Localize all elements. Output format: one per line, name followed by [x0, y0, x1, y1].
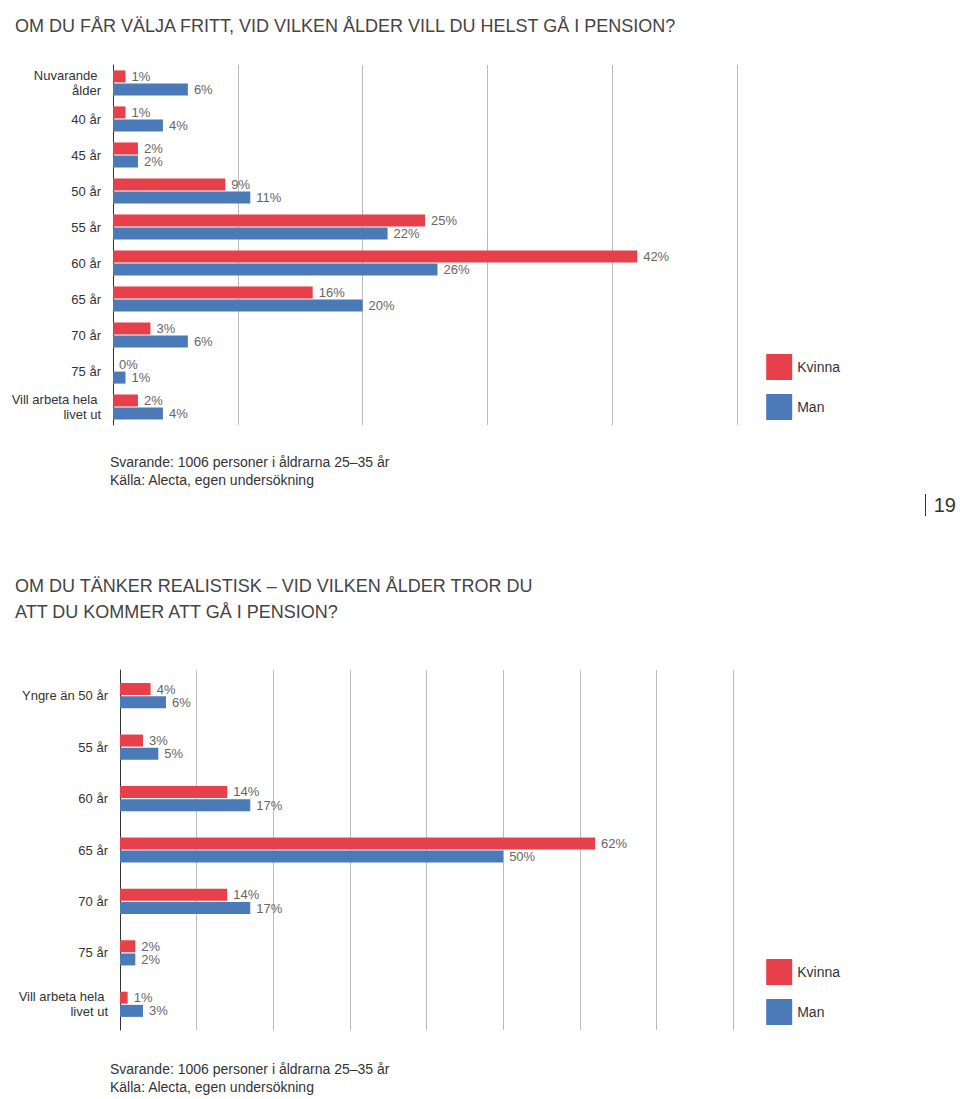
svg-text:65 år: 65 år — [71, 292, 101, 307]
svg-text:6%: 6% — [194, 82, 213, 97]
svg-text:1%: 1% — [133, 990, 153, 1006]
svg-text:75 år: 75 år — [78, 945, 108, 960]
svg-text:17%: 17% — [256, 901, 282, 916]
svg-text:Vill arbeta hela: Vill arbeta hela — [12, 392, 101, 407]
svg-text:70 år: 70 år — [78, 894, 108, 909]
svg-text:ATT DU KOMMER ATT GÅ I PENSION: ATT DU KOMMER ATT GÅ I PENSION? — [15, 602, 338, 622]
svg-text:50 år: 50 år — [71, 184, 101, 199]
svg-text:Vill arbeta hela: Vill arbeta hela — [19, 989, 108, 1004]
svg-text:3%: 3% — [149, 1003, 168, 1018]
svg-text:50%: 50% — [509, 849, 535, 864]
svg-text:17%: 17% — [256, 798, 282, 813]
svg-text:2%: 2% — [141, 952, 160, 967]
svg-text:Yngre än 50 år: Yngre än 50 år — [22, 688, 109, 703]
svg-text:2%: 2% — [141, 938, 161, 954]
svg-text:0%: 0% — [119, 356, 138, 372]
svg-text:1%: 1% — [131, 370, 150, 385]
svg-text:55 år: 55 år — [78, 740, 108, 755]
svg-text:14%: 14% — [233, 784, 260, 800]
svg-text:42%: 42% — [643, 249, 669, 264]
svg-text:OM DU TÄNKER REALISTISK – VID: OM DU TÄNKER REALISTISK – VID VILKEN ÅLD… — [15, 576, 532, 596]
svg-text:4%: 4% — [169, 118, 188, 133]
svg-text:16%: 16% — [319, 285, 345, 300]
svg-text:Nuvarande: Nuvarande — [34, 68, 101, 83]
svg-text:60 år: 60 år — [71, 256, 101, 271]
svg-text:20%: 20% — [369, 298, 395, 313]
svg-text:14%: 14% — [233, 887, 260, 903]
svg-text:6%: 6% — [172, 695, 191, 710]
svg-text:livet ut: livet ut — [70, 1004, 108, 1019]
svg-text:2%: 2% — [144, 154, 163, 169]
svg-text:40 år: 40 år — [71, 112, 101, 127]
svg-text:ålder: ålder — [72, 83, 102, 98]
svg-text:4%: 4% — [156, 681, 176, 697]
svg-text:Kvinna: Kvinna — [797, 359, 840, 375]
svg-text:5%: 5% — [164, 746, 183, 761]
svg-text:Man: Man — [797, 1004, 824, 1020]
svg-text:3%: 3% — [149, 733, 168, 748]
svg-text:Svarande: 1006 personer i åldr: Svarande: 1006 personer i åldrarna 25–35… — [110, 1061, 390, 1077]
svg-text:1%: 1% — [131, 69, 150, 84]
svg-text:6%: 6% — [194, 334, 213, 349]
svg-text:62%: 62% — [601, 836, 627, 851]
svg-text:75 år: 75 år — [71, 364, 101, 379]
svg-text:1%: 1% — [131, 105, 150, 120]
svg-text:65 år: 65 år — [78, 843, 108, 858]
svg-text:70 år: 70 år — [71, 328, 101, 343]
svg-text:4%: 4% — [169, 406, 188, 421]
svg-text:3%: 3% — [156, 321, 175, 336]
svg-text:livet ut: livet ut — [63, 407, 101, 422]
svg-text:11%: 11% — [256, 190, 281, 205]
svg-text:45 år: 45 år — [71, 148, 101, 163]
svg-text:60 år: 60 år — [78, 791, 108, 806]
svg-text:Kvinna: Kvinna — [797, 964, 840, 980]
svg-text:Källa: Alecta, egen undersökni: Källa: Alecta, egen undersökning — [110, 472, 314, 488]
svg-text:Källa: Alecta, egen undersökni: Källa: Alecta, egen undersökning — [110, 1079, 314, 1095]
svg-text:26%: 26% — [443, 262, 469, 277]
html-text:19: 19 — [933, 494, 956, 516]
svg-text:22%: 22% — [394, 226, 420, 241]
svg-text:55 år: 55 år — [71, 220, 101, 235]
svg-text:OM DU FÅR VÄLJA FRITT, VID VIL: OM DU FÅR VÄLJA FRITT, VID VILKEN ÅLDER … — [15, 16, 675, 36]
svg-text:2%: 2% — [144, 393, 163, 408]
svg-text:25%: 25% — [431, 213, 457, 228]
svg-text:9%: 9% — [231, 177, 250, 192]
svg-text:Svarande: 1006 personer i åldr: Svarande: 1006 personer i åldrarna 25–35… — [110, 454, 390, 470]
svg-text:2%: 2% — [144, 140, 163, 156]
svg-text:Man: Man — [797, 399, 824, 415]
